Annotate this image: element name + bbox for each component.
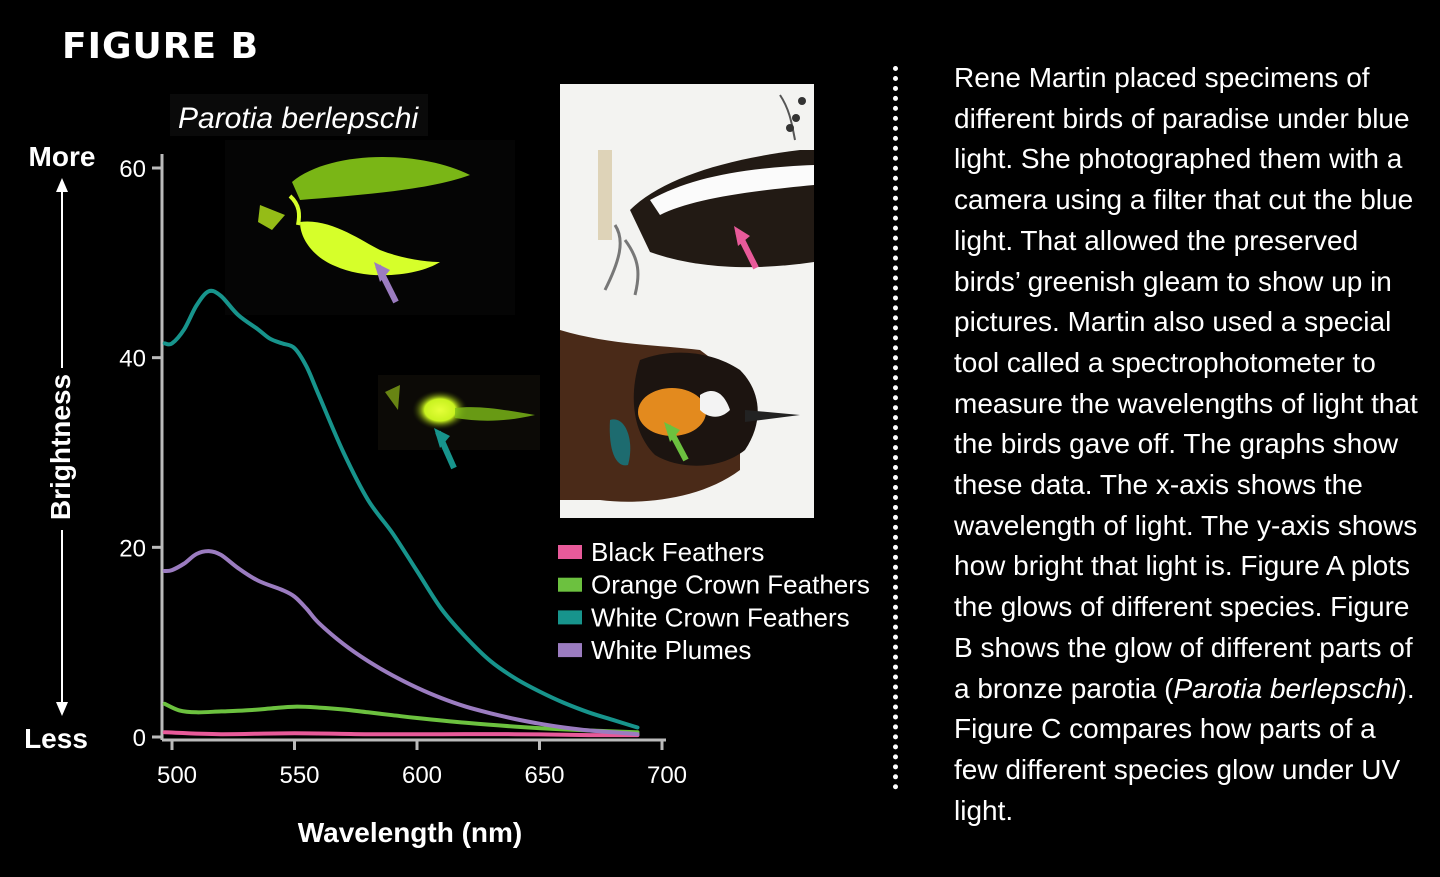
glowing-specimen-photo-crown — [378, 375, 540, 470]
legend-swatch-white-plumes — [558, 643, 582, 658]
legend-label-white-crown-feathers: White Crown Feathers — [591, 602, 850, 632]
y-axis-label: Brightness — [45, 374, 76, 520]
description-paragraph: Rene Martin placed specimens of differen… — [954, 58, 1424, 831]
series-line-white-plumes — [162, 549, 640, 737]
chart-axes: 500 550 600 650 700 0 20 40 60 — [119, 154, 687, 789]
legend-backdrop — [485, 518, 855, 668]
legend-swatch-orange-crown-feathers — [558, 577, 582, 592]
glowing-specimen-photo-plumes — [225, 140, 515, 315]
subtitle-backdrop — [170, 94, 428, 136]
y-tick-label: 20 — [119, 535, 146, 562]
y-tick-label: 40 — [119, 346, 146, 373]
y-tick-label: 60 — [119, 156, 146, 183]
legend-label-white-plumes: White Plumes — [591, 635, 751, 665]
x-tick-label: 600 — [402, 762, 442, 789]
x-tick-label: 650 — [524, 762, 564, 789]
legend-label-orange-crown-feathers: Orange Crown Feathers — [591, 570, 870, 600]
y-axis-arrow — [56, 178, 68, 716]
series-line-black-feathers — [162, 730, 640, 738]
series-line-white-crown-feathers — [162, 288, 640, 730]
description-text-start: Rene Martin placed specimens of differen… — [954, 62, 1418, 704]
bird-specimen-photo — [560, 84, 814, 518]
description-text-end: ). Figure C compares how parts of a few … — [954, 672, 1415, 826]
legend-swatch-black-feathers — [558, 545, 582, 559]
y-axis-more-label: More — [29, 141, 96, 172]
x-tick-label: 700 — [647, 762, 687, 789]
legend-swatch-white-crown-feathers — [558, 610, 582, 625]
x-tick-label: 500 — [157, 762, 197, 789]
x-tick-label: 550 — [279, 762, 319, 789]
y-tick-label: 0 — [133, 725, 146, 752]
figure-title: FIGURE B — [62, 26, 260, 67]
dotted-divider — [893, 66, 898, 790]
x-axis-label: Wavelength (nm) — [298, 817, 523, 848]
species-name-italic: Parotia berlepschi — [1173, 672, 1398, 704]
series-line-orange-crown-feathers — [162, 701, 640, 735]
line-chart: Parotia berlepschi — [24, 84, 870, 848]
legend-label-black-feathers: Black Feathers — [591, 537, 764, 567]
series-layer — [162, 288, 640, 738]
chart-subtitle: Parotia berlepschi — [178, 102, 419, 135]
y-axis-less-label: Less — [24, 723, 88, 754]
